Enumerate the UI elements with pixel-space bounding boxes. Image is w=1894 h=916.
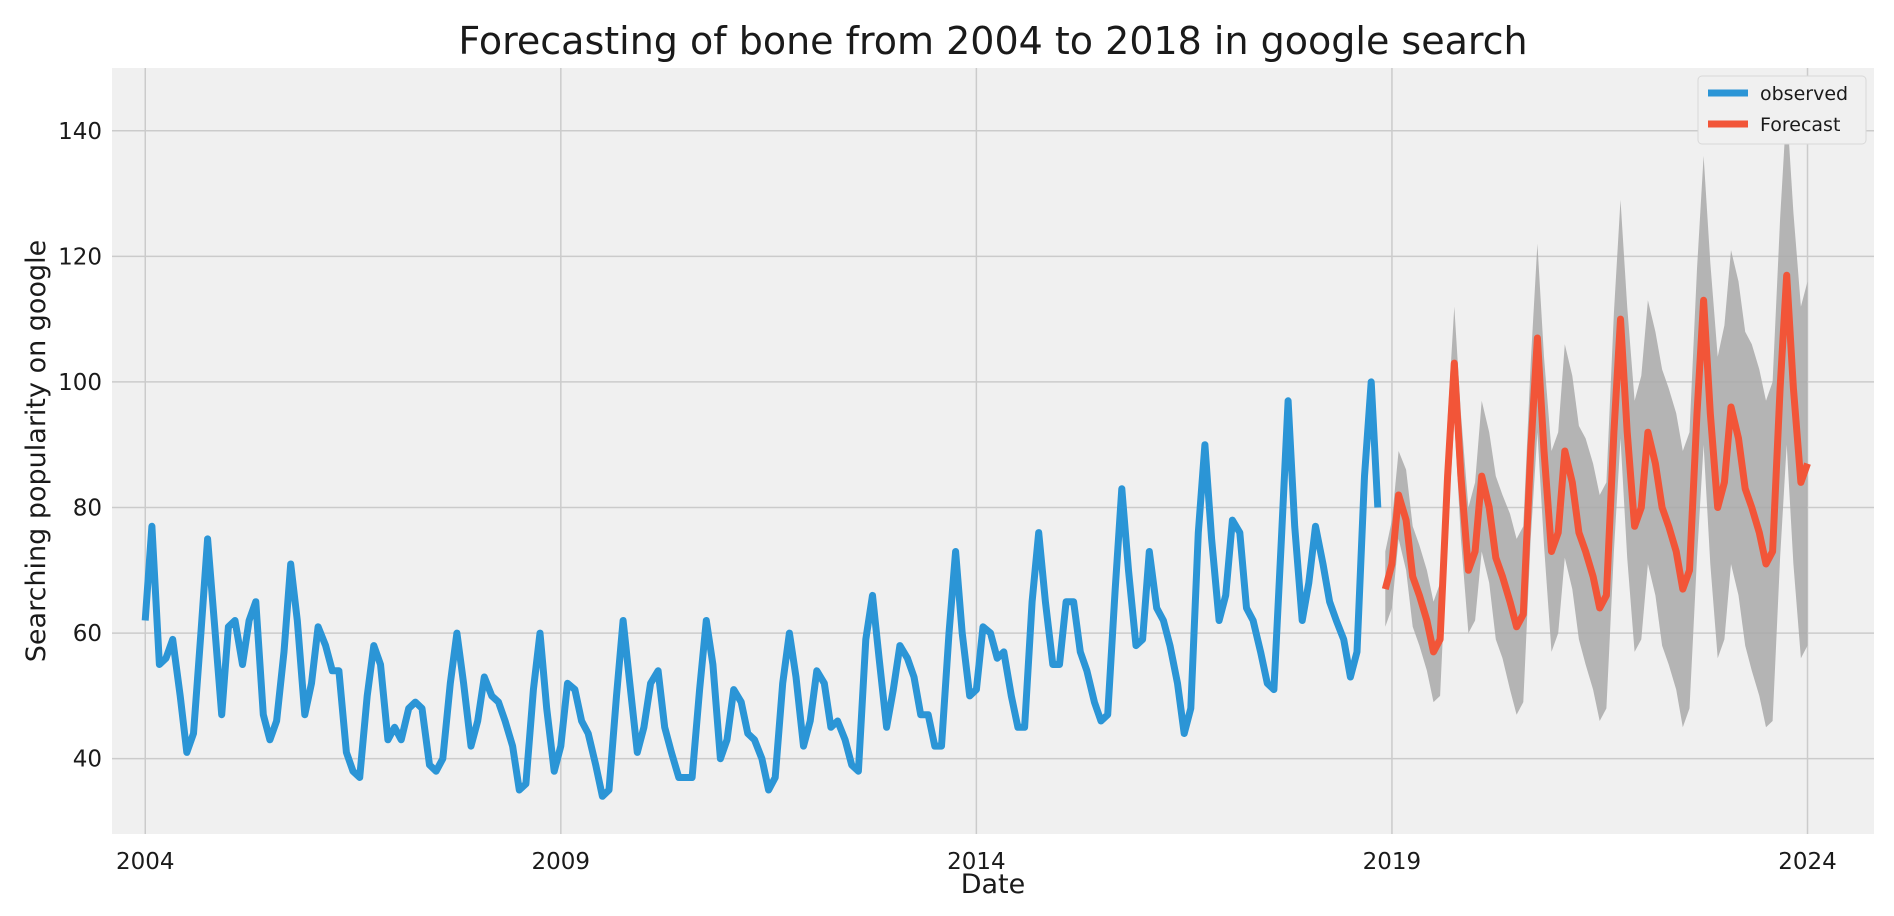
x-tick-label: 2014	[947, 849, 1006, 875]
y-tick-label: 60	[73, 621, 102, 647]
series-layer	[141, 271, 1811, 800]
legend: observed Forecast	[1697, 75, 1867, 145]
y-tick-label: 40	[73, 747, 102, 773]
x-tick-label: 2024	[1778, 849, 1837, 875]
y-tick-label: 120	[58, 244, 102, 270]
y-tick-label: 80	[73, 496, 102, 522]
y-tick-label: 140	[58, 119, 102, 145]
chart-title: Forecasting of bone from 2004 to 2018 in…	[458, 19, 1527, 63]
confidence-band-layer	[1385, 105, 1808, 728]
tick-labels: 40 60 80 100 120 140 2004 2009 2014 2019 2024	[58, 119, 1837, 875]
forecast-confidence-band	[1385, 105, 1808, 728]
legend-label-observed: observed	[1760, 83, 1848, 105]
x-axis-label: Date	[961, 869, 1026, 900]
y-tick-label: 100	[58, 370, 102, 396]
legend-label-forecast: Forecast	[1760, 114, 1840, 136]
x-tick-label: 2009	[532, 849, 591, 875]
x-tick-label: 2004	[116, 849, 175, 875]
forecast-series-line	[1381, 271, 1811, 656]
y-axis-label: Searching popularity on google	[21, 240, 52, 662]
x-tick-label: 2019	[1363, 849, 1422, 875]
observed-series-line	[141, 378, 1382, 800]
